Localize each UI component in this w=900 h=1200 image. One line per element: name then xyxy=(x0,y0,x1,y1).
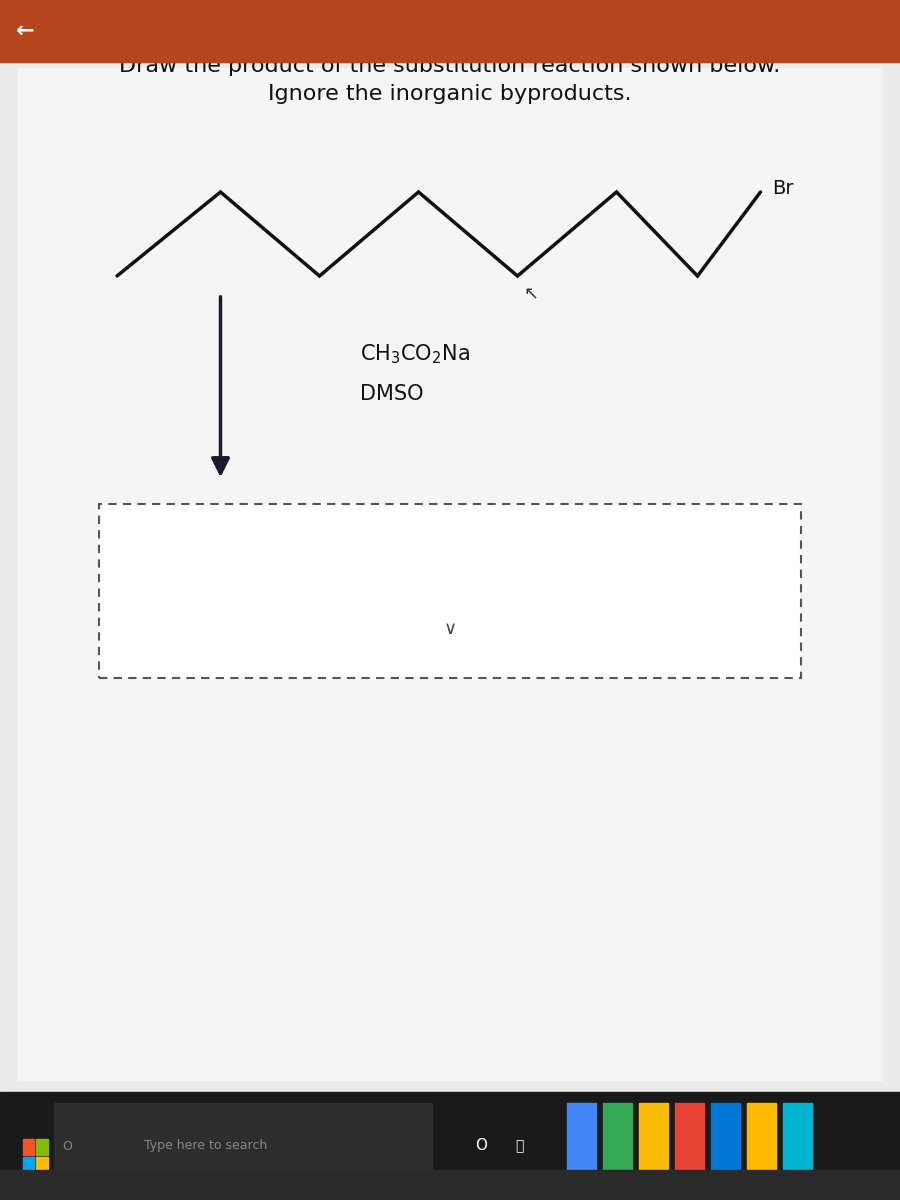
Bar xyxy=(22,1157,34,1174)
Text: ∨: ∨ xyxy=(444,619,456,638)
Text: ↖: ↖ xyxy=(524,284,538,302)
Bar xyxy=(711,1103,740,1189)
Bar xyxy=(0,0,900,62)
Text: Ignore the inorganic byproducts.: Ignore the inorganic byproducts. xyxy=(268,84,632,103)
Bar xyxy=(99,504,801,678)
Bar xyxy=(747,1103,776,1189)
Text: O: O xyxy=(63,1140,72,1152)
Text: CH$_3$CO$_2$Na: CH$_3$CO$_2$Na xyxy=(360,342,470,366)
Bar xyxy=(567,1103,596,1189)
Bar xyxy=(675,1103,704,1189)
Text: Type here to search: Type here to search xyxy=(144,1140,267,1152)
Text: O: O xyxy=(475,1139,488,1153)
Bar xyxy=(0,1170,900,1200)
Bar xyxy=(0,1092,900,1200)
Text: ←: ← xyxy=(16,20,35,41)
Bar xyxy=(54,1103,432,1189)
Bar xyxy=(36,1157,48,1174)
Text: Br: Br xyxy=(772,179,794,198)
Bar xyxy=(36,1140,48,1154)
Bar xyxy=(22,1140,34,1154)
Bar xyxy=(603,1103,632,1189)
Text: ⧉: ⧉ xyxy=(515,1139,524,1153)
Bar xyxy=(18,68,882,1080)
Text: DMSO: DMSO xyxy=(360,384,424,403)
Bar xyxy=(783,1103,812,1189)
Bar xyxy=(639,1103,668,1189)
Bar xyxy=(0,62,900,1092)
Text: Draw the product of the substitution reaction shown below.: Draw the product of the substitution rea… xyxy=(120,56,780,76)
